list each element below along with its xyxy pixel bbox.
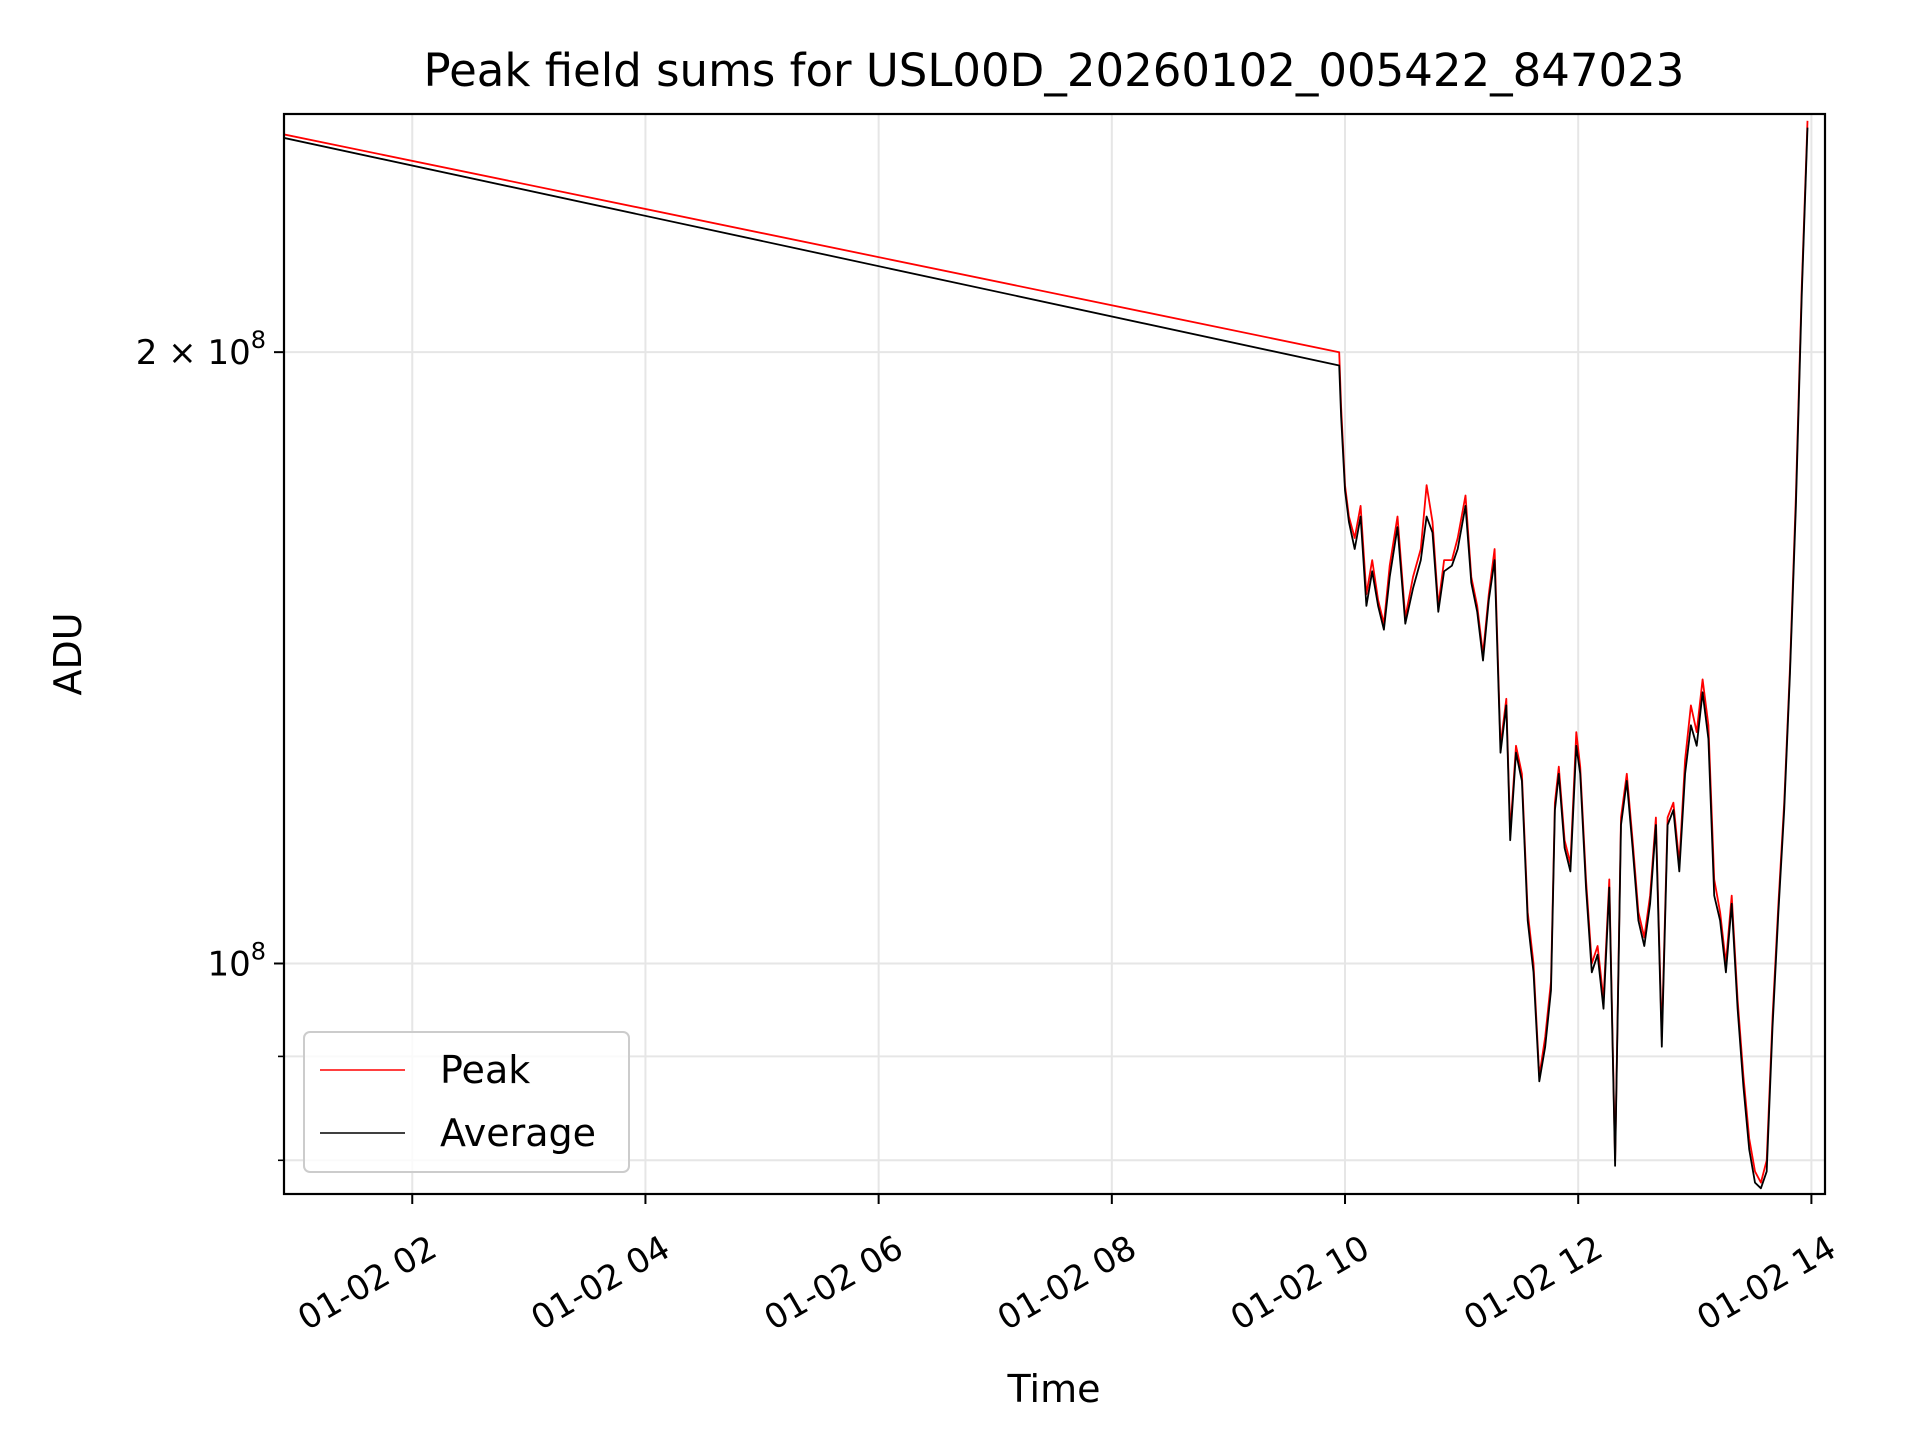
y-axis-label: ADU (46, 612, 90, 695)
chart-title: Peak field sums for USL00D_20260102_0054… (424, 44, 1685, 97)
y-tick-label: 108 (207, 937, 266, 984)
x-axis-label: Time (1007, 1367, 1101, 1411)
legend: Peak Average (303, 1031, 630, 1173)
series-line-average (284, 127, 1809, 1190)
y-tick-label: 2 × 108 (136, 326, 266, 373)
plot-frame (282, 112, 1827, 1196)
legend-label-average: Average (440, 1111, 596, 1155)
series-lines (284, 120, 1809, 1190)
legend-box (303, 1031, 630, 1173)
legend-label-peak: Peak (440, 1048, 530, 1092)
